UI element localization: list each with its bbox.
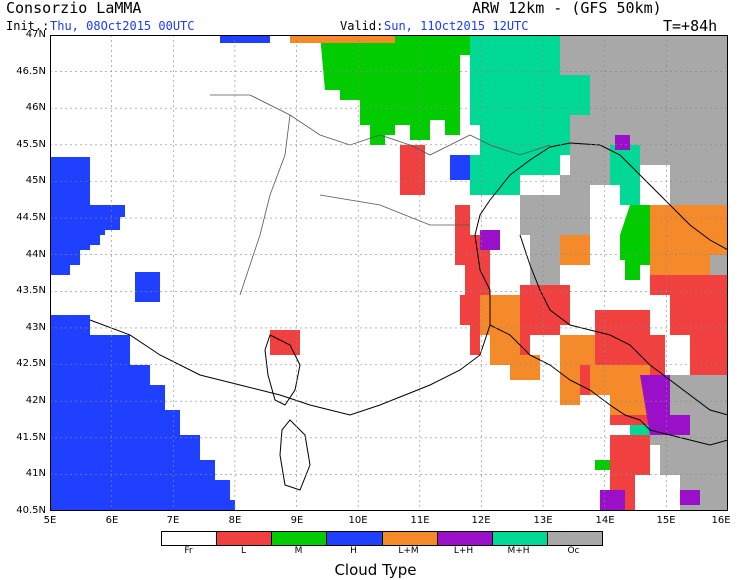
legend-label: L+H — [453, 546, 474, 556]
forecast-step: T=+84h — [663, 17, 718, 35]
lat-label: 43.5N — [16, 285, 46, 296]
lat-label: 44.5N — [16, 212, 46, 223]
legend-label: Oc — [567, 546, 580, 556]
lat-label: 47N — [25, 29, 46, 40]
valid-value: Sun, 11Oct2015 12UTC — [384, 19, 529, 33]
lat-label: 43N — [25, 322, 46, 333]
legend-label: M — [294, 546, 303, 556]
lon-label: 10E — [348, 515, 368, 526]
map-frame — [50, 35, 728, 511]
lat-label: 46.5N — [16, 66, 46, 77]
high-cloud-area — [50, 35, 470, 511]
legend-swatch-oc — [547, 532, 602, 545]
low-middle-cloud-area — [290, 35, 728, 415]
lat-label: 45N — [25, 175, 46, 186]
low-high-cloud-area — [480, 135, 700, 511]
lat-label: 42N — [25, 395, 46, 406]
lat-label: 44N — [25, 249, 46, 260]
init-value: Thu, 08Oct2015 00UTC — [50, 19, 195, 33]
lat-label: 45.5N — [16, 139, 46, 150]
lat-label: 42.5N — [16, 358, 46, 369]
grid-lines — [50, 35, 728, 511]
legend-label: Fr — [184, 546, 193, 556]
lon-label: 13E — [533, 515, 553, 526]
lat-label: 40.5N — [16, 505, 46, 516]
legend-title: Cloud Type — [334, 561, 417, 579]
legend-swatch-lm — [382, 532, 438, 545]
lon-label: 12E — [471, 515, 491, 526]
lon-label: 9E — [290, 515, 304, 526]
legend-swatch-fr — [162, 532, 218, 545]
org-title: Consorzio LaMMA — [6, 0, 142, 17]
coastline — [89, 142, 728, 491]
lon-label: 16E — [711, 515, 731, 526]
lon-label: 11E — [410, 515, 430, 526]
lon-label: 5E — [43, 515, 57, 526]
legend-label: L — [240, 546, 246, 556]
legend-label: L+M — [398, 546, 419, 556]
lon-label: 8E — [228, 515, 242, 526]
legend-swatch-mh — [492, 532, 548, 545]
lon-label: 15E — [656, 515, 676, 526]
legend-swatch-lh — [437, 532, 493, 545]
cloud-type-map — [50, 35, 728, 511]
lon-label: 14E — [595, 515, 615, 526]
legend-color-bar — [161, 531, 603, 546]
lat-label: 41N — [25, 468, 46, 479]
legend-swatch-l — [217, 532, 273, 545]
model-title: ARW 12km - (GFS 50km) — [472, 0, 662, 17]
legend-swatch-m — [272, 532, 328, 545]
lon-label: 7E — [166, 515, 180, 526]
legend-swatch-h — [327, 532, 383, 545]
lat-label: 46N — [25, 102, 46, 113]
legend-label: H — [350, 546, 357, 556]
init-label: Init.: — [6, 19, 50, 33]
valid-label: Valid: — [340, 19, 384, 33]
lat-label: 41.5N — [16, 432, 46, 443]
lon-label: 6E — [105, 515, 119, 526]
legend-label: M+H — [507, 546, 530, 556]
